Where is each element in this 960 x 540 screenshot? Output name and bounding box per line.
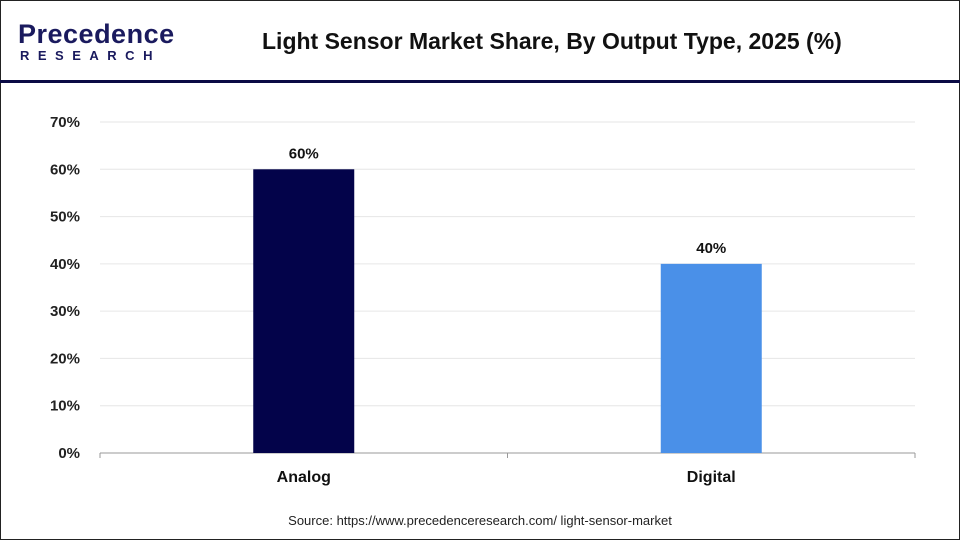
x-category-label: Analog [277, 469, 331, 486]
data-label: 40% [696, 240, 726, 257]
chart-title: Light Sensor Market Share, By Output Typ… [262, 28, 842, 54]
bar-analog [253, 169, 355, 454]
header: Precedence RESEARCH Light Sensor Market … [0, 0, 960, 83]
y-tick-label: 70% [50, 114, 80, 131]
y-tick-label: 20% [50, 350, 80, 367]
logo-line1: Precedence [18, 19, 175, 49]
y-tick-label: 30% [50, 303, 80, 320]
logo-line2: RESEARCH [20, 48, 161, 63]
y-tick-label: 10% [50, 398, 80, 415]
x-category-label: Digital [687, 469, 736, 486]
y-tick-label: 40% [50, 256, 80, 273]
y-tick-label: 60% [50, 161, 80, 178]
data-label: 60% [289, 145, 319, 162]
y-tick-label: 50% [50, 209, 80, 226]
y-tick-label: 0% [58, 445, 80, 462]
precedence-research-logo: Precedence RESEARCH [18, 20, 175, 63]
source-note: Source: https://www.precedenceresearch.c… [288, 513, 672, 528]
bar-digital [660, 263, 762, 453]
